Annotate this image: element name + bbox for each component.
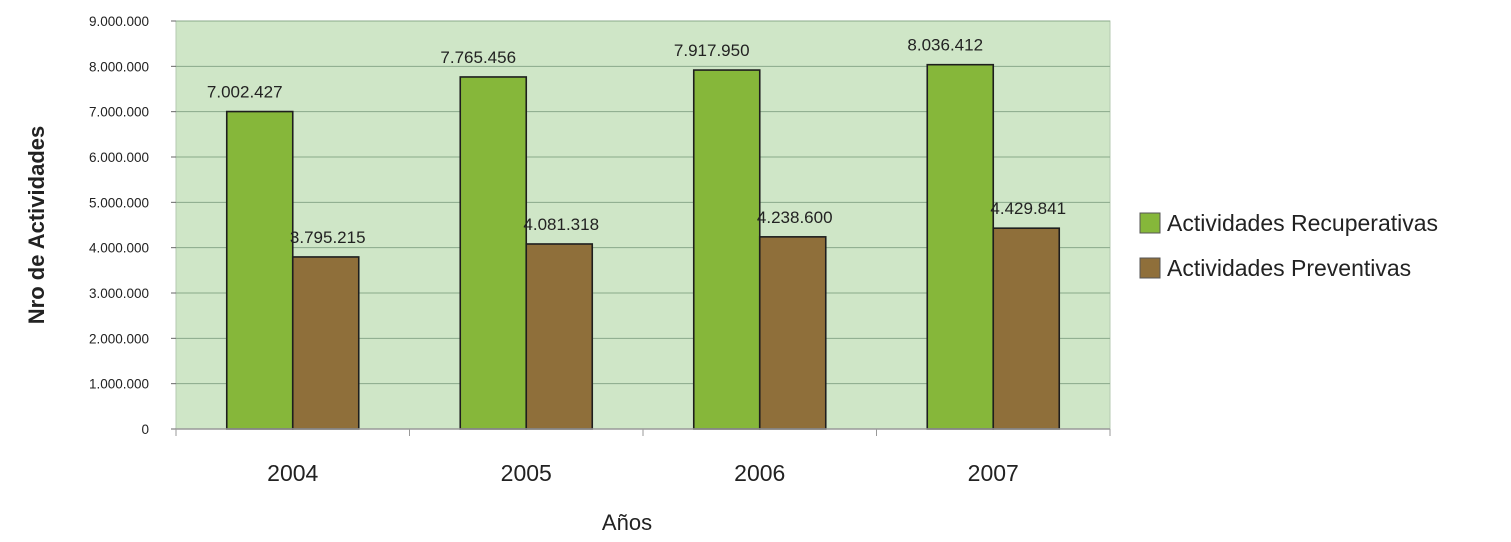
data-label: 4.081.318 [523, 215, 599, 234]
y-tick-label: 8.000.000 [89, 59, 149, 74]
data-label: 4.238.600 [757, 208, 833, 227]
x-tick-label: 2004 [267, 460, 318, 486]
y-tick-label: 7.000.000 [89, 105, 149, 120]
data-label: 7.002.427 [207, 83, 283, 102]
data-label: 3.795.215 [290, 228, 366, 247]
y-tick-label: 0 [141, 422, 149, 437]
y-axis-ticks: 0 1.000.000 2.000.000 3.000.000 4.000.000 5.0… [89, 14, 176, 437]
legend-swatch [1139, 257, 1161, 279]
bar-preventivas-2005 [525, 243, 594, 430]
bars [225, 63, 1061, 430]
y-tick-label: 2.000.000 [89, 331, 149, 346]
y-tick-label: 4.000.000 [89, 241, 149, 256]
y-axis-title: Nro de Actividades [24, 126, 49, 324]
legend-label: Actividades Preventivas [1167, 255, 1411, 281]
x-axis-ticks: 2004 2005 2006 2007 [175, 429, 1111, 486]
bar-recuperativas-2007 [926, 63, 995, 430]
data-labels: 7.002.427 3.795.215 7.765.456 4.081.318 7.91… [207, 36, 1066, 247]
data-label: 8.036.412 [907, 36, 983, 55]
bar-preventivas-2006 [758, 236, 827, 430]
y-tick-label: 9.000.000 [89, 14, 149, 29]
y-tick-label: 1.000.000 [89, 377, 149, 392]
x-tick-label: 2006 [734, 460, 785, 486]
legend: Actividades Recuperativas Actividades Pre… [1139, 210, 1438, 281]
data-label: 4.429.841 [990, 199, 1066, 218]
x-tick-label: 2005 [501, 460, 552, 486]
bar-recuperativas-2006 [692, 69, 761, 430]
bar-recuperativas-2004 [225, 110, 294, 430]
y-tick-label: 3.000.000 [89, 286, 149, 301]
bar-preventivas-2004 [291, 256, 360, 430]
legend-label: Actividades Recuperativas [1167, 210, 1438, 236]
legend-swatch [1139, 212, 1161, 234]
bar-preventivas-2007 [992, 227, 1061, 430]
y-tick-label: 6.000.000 [89, 150, 149, 165]
data-label: 7.765.456 [440, 48, 516, 67]
y-tick-label: 5.000.000 [89, 195, 149, 210]
x-axis-title: Años [602, 510, 652, 535]
x-tick-label: 2007 [968, 460, 1019, 486]
data-label: 7.917.950 [674, 41, 750, 60]
bar-recuperativas-2005 [459, 76, 528, 430]
